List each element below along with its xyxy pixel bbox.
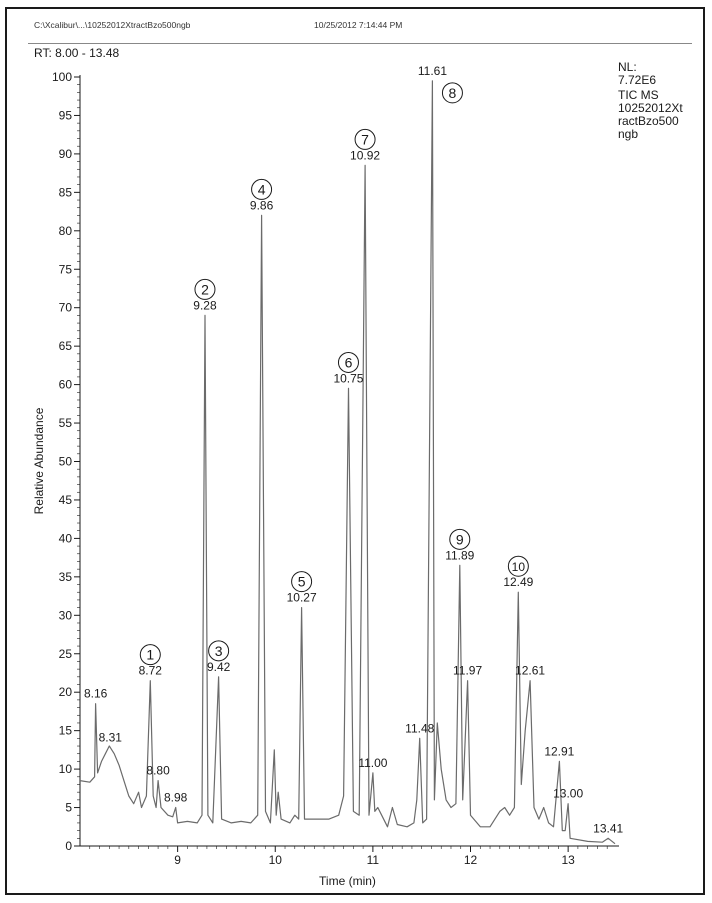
y-tick-label: 40	[59, 531, 73, 545]
peak-label: 9.28	[193, 298, 217, 312]
x-axis-title: Time (min)	[319, 874, 376, 888]
y-tick-label: 80	[59, 224, 73, 238]
y-tick-label: 65	[59, 339, 73, 353]
peak-label: 13.41	[593, 821, 623, 835]
peak-number-circle	[194, 278, 216, 300]
peak-number-circle	[208, 640, 230, 662]
peak-label: 13.00	[553, 787, 583, 801]
info-line-nl-value: 7.72E6	[618, 73, 657, 87]
y-tick-label: 50	[59, 455, 73, 469]
peak-label: 11.97	[453, 664, 482, 678]
peak-label: 10.75	[333, 371, 363, 385]
peak-label: 8.16	[84, 687, 108, 701]
peak-label: 12.49	[503, 575, 533, 589]
peak-number-circle	[449, 528, 471, 550]
header-divider	[28, 43, 692, 44]
peak-label: 12.91	[544, 744, 574, 758]
peak-number-circle	[291, 571, 313, 593]
y-tick-label: 15	[59, 724, 73, 738]
tic-trace	[79, 80, 616, 845]
peak-number: 1	[146, 647, 154, 663]
info-line-nl: NL:	[618, 60, 637, 74]
peak-number: 4	[258, 181, 266, 197]
peak-number: 8	[449, 85, 457, 101]
y-tick-label: 30	[59, 608, 73, 622]
y-tick-label: 90	[59, 147, 73, 161]
peak-number: 2	[201, 281, 209, 297]
y-tick-label: 35	[59, 570, 73, 584]
x-tick-label: 12	[464, 853, 478, 867]
peak-label: 11.00	[358, 756, 387, 770]
peak-number-circle	[441, 82, 463, 104]
y-tick-label: 60	[59, 378, 73, 392]
peak-number-circle	[337, 351, 359, 373]
y-tick-label: 55	[59, 416, 73, 430]
peak-label: 8.80	[146, 764, 170, 778]
peak-label: 10.27	[287, 591, 317, 605]
y-tick-label: 5	[65, 801, 72, 815]
peak-label: 11.61	[418, 64, 447, 78]
peak-number: 3	[215, 643, 223, 659]
y-tick-label: 45	[59, 493, 73, 507]
peak-number-circle	[507, 555, 529, 577]
y-tick-label: 95	[59, 108, 73, 122]
x-tick-label: 11	[367, 853, 380, 867]
y-tick-label: 10	[59, 762, 73, 776]
y-tick-label: 25	[59, 647, 73, 661]
peak-number-circle	[139, 644, 161, 666]
peak-label: 12.61	[515, 664, 545, 678]
peak-label: 9.42	[207, 660, 231, 674]
acquisition-datetime: 10/25/2012 7:14:44 PM	[314, 20, 403, 30]
peak-label: 8.98	[164, 791, 188, 805]
info-line-scan-type: TIC MS	[618, 88, 659, 102]
peak-number-circle	[251, 178, 273, 200]
info-line-file-2: ractBzo500	[618, 114, 679, 128]
x-tick-label: 9	[174, 853, 181, 867]
peak-label: 10.92	[350, 148, 380, 162]
peak-number-circle	[354, 128, 376, 150]
rt-range: RT: 8.00 - 13.48	[34, 46, 120, 60]
y-tick-label: 100	[52, 70, 72, 84]
page-frame	[5, 7, 705, 895]
peak-number: 7	[361, 131, 369, 147]
y-axis-title: Relative Abundance	[32, 407, 46, 514]
peak-label: 8.31	[99, 731, 123, 745]
info-line-file-1: 10252012Xt	[618, 101, 683, 115]
peak-number: 6	[345, 354, 353, 370]
x-tick-label: 13	[561, 853, 575, 867]
file-path: C:\Xcalibur\...\10252012XtractBzo500ngb	[34, 20, 191, 30]
peak-label: 11.48	[405, 721, 434, 735]
y-tick-label: 85	[59, 185, 73, 199]
y-tick-label: 75	[59, 262, 73, 276]
info-line-file-3: ngb	[618, 127, 639, 141]
y-tick-label: 0	[65, 839, 72, 853]
x-tick-label: 10	[269, 853, 283, 867]
peak-label: 11.89	[445, 548, 474, 562]
peak-label: 8.72	[139, 664, 163, 678]
peak-number: 5	[298, 574, 306, 590]
peak-number: 9	[456, 531, 464, 547]
y-tick-label: 70	[59, 301, 73, 315]
peak-label: 9.86	[250, 198, 274, 212]
y-tick-label: 20	[59, 685, 73, 699]
peak-number: 10	[512, 560, 526, 574]
